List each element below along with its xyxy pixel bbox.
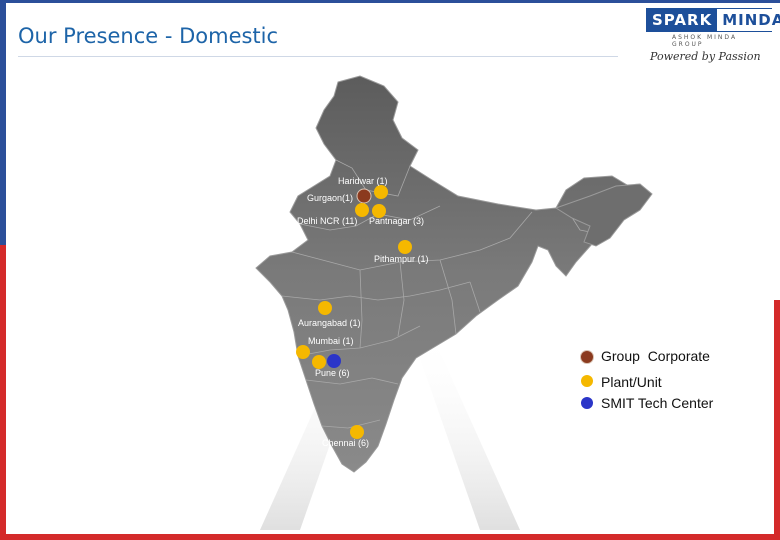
legend-plant-dot — [581, 375, 593, 387]
label-mumbai: Mumbai (1) — [308, 336, 354, 346]
legend-tech-center-dot — [581, 397, 593, 409]
pantnagar-plant-marker — [372, 204, 386, 218]
aurangabad-plant-marker — [318, 301, 332, 315]
frame-top-border — [0, 0, 780, 3]
label-pithampur: Pithampur (1) — [374, 254, 429, 264]
mumbai-plant-marker — [296, 345, 310, 359]
logo-group-name: ASHOK MINDA GROUP — [672, 34, 738, 48]
legend-corporate-label: Group Corporate — [601, 348, 710, 364]
label-aurangabad: Aurangabad (1) — [298, 318, 361, 328]
logo-tagline: Powered by Passion — [650, 50, 761, 63]
pune-tech-center-marker — [327, 354, 341, 368]
label-delhi-ncr: Delhi NCR (11) — [297, 216, 357, 226]
legend-tech-center-label: SMIT Tech Center — [601, 395, 714, 411]
delhi-ncr-plant-marker-1 — [355, 203, 369, 217]
chennai-plant-marker — [350, 425, 364, 439]
legend-plant-label: Plant/Unit — [601, 374, 662, 390]
gurgaon-corporate-marker — [356, 188, 372, 204]
label-pune: Pune (6) — [315, 368, 350, 378]
pune-plant-marker — [312, 355, 326, 369]
label-gurgaon: Gurgaon(1) — [307, 193, 353, 203]
frame-left-blue-border — [0, 0, 6, 245]
spark-minda-logo: SPARK MINDA ASHOK MINDA GROUP Powered by… — [646, 8, 780, 64]
slide-title: Our Presence - Domestic — [18, 24, 279, 48]
logo-brand-left: SPARK — [647, 9, 718, 31]
label-haridwar: Haridwar (1) — [338, 176, 388, 186]
pithampur-plant-marker — [398, 240, 412, 254]
northeast-region-shape — [554, 183, 653, 247]
logo-brand-right: MINDA — [717, 9, 780, 31]
legend-corporate-dot — [580, 350, 594, 364]
logo-wordmark: SPARK MINDA — [646, 8, 780, 32]
label-chennai: Chennai (6) — [322, 438, 369, 448]
frame-right-red-border — [774, 300, 780, 540]
title-divider — [18, 56, 618, 57]
background-beam-right — [410, 330, 520, 530]
frame-bottom-red-border — [0, 534, 780, 540]
frame-left-red-border — [0, 245, 6, 540]
label-pantnagar: Pantnagar (3) — [369, 216, 424, 226]
haridwar-plant-marker — [374, 185, 388, 199]
